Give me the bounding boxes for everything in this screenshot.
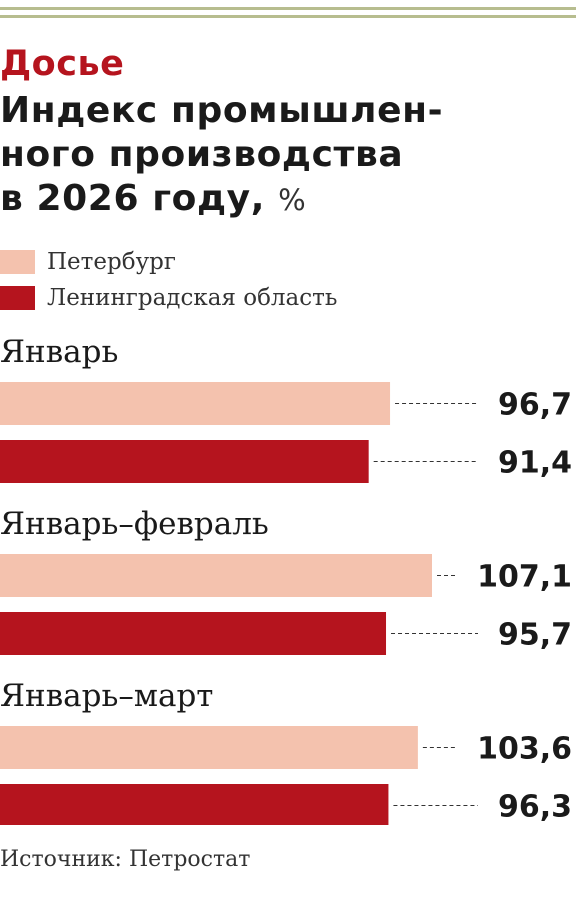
- top-rule: [0, 7, 576, 10]
- legend-label-lo: Ленинградская область: [47, 285, 338, 311]
- category-label: Январь–март: [0, 678, 213, 714]
- bar-spb: [0, 554, 432, 597]
- category-label: Январь: [0, 334, 118, 370]
- bar-spb: [0, 382, 391, 425]
- top-rule-second: [0, 15, 576, 18]
- legend-swatch-lo: [0, 286, 35, 310]
- title-unit: %: [278, 183, 307, 217]
- title-line-2: ного производства: [0, 134, 404, 175]
- source-note: Источник: Петростат: [0, 847, 251, 872]
- legend-label-spb: Петербург: [47, 249, 176, 275]
- value-label: 103,6: [477, 732, 572, 767]
- title-line-3: в 2026 году, %: [0, 177, 570, 222]
- section-kicker: Досье: [0, 44, 125, 84]
- value-label: 96,7: [498, 388, 572, 423]
- value-label: 91,4: [498, 446, 572, 481]
- category-label: Январь–февраль: [0, 506, 269, 542]
- legend-swatch-spb: [0, 250, 35, 274]
- bar-spb: [0, 726, 418, 769]
- bar-lo: [0, 784, 389, 825]
- bar-chart: Январь 96,7 91,4 Январь–февраль 107,1 95,7 Янв…: [0, 334, 572, 825]
- title-line-1: Индекс промышлен-: [0, 90, 444, 131]
- value-label: 96,3: [498, 790, 572, 825]
- chart-title: Индекс промышлен- ного производства в 20…: [0, 89, 570, 222]
- bar-lo: [0, 612, 387, 655]
- value-label: 95,7: [498, 618, 572, 653]
- bar-lo: [0, 440, 369, 483]
- title-line-3-text: в 2026 году,: [0, 178, 266, 219]
- value-label: 107,1: [477, 560, 572, 595]
